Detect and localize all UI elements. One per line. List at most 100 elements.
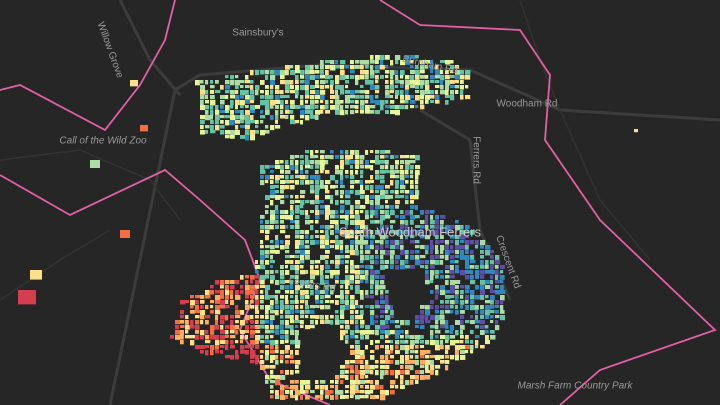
building <box>335 210 339 215</box>
building <box>285 245 290 249</box>
building <box>355 60 360 64</box>
building <box>295 310 300 314</box>
building <box>495 285 500 289</box>
building <box>440 335 446 340</box>
building <box>360 370 366 376</box>
building <box>240 340 244 344</box>
building <box>210 330 215 335</box>
building <box>410 255 415 260</box>
building <box>320 185 325 189</box>
building <box>385 245 390 249</box>
building <box>405 195 409 200</box>
building <box>370 290 374 294</box>
building <box>475 310 479 314</box>
building <box>250 355 255 359</box>
building <box>465 285 470 290</box>
building <box>300 300 305 304</box>
building <box>345 220 349 225</box>
building <box>375 100 381 106</box>
building <box>425 340 430 345</box>
building <box>305 115 310 121</box>
building <box>370 105 376 109</box>
building <box>220 325 224 330</box>
building <box>480 245 484 249</box>
building <box>220 100 225 105</box>
building <box>405 250 409 255</box>
building <box>320 225 325 229</box>
building <box>465 320 470 324</box>
building <box>365 90 370 95</box>
building <box>470 280 476 285</box>
building <box>320 315 325 320</box>
building <box>215 105 219 111</box>
building <box>310 175 316 180</box>
building <box>200 350 204 354</box>
building <box>475 295 481 300</box>
building <box>430 70 434 74</box>
building <box>500 290 506 294</box>
building <box>140 125 148 132</box>
building <box>270 245 275 250</box>
building <box>425 365 429 371</box>
building <box>405 85 410 90</box>
building <box>385 75 389 79</box>
building <box>365 390 371 395</box>
building <box>360 170 364 175</box>
building <box>210 100 216 106</box>
building <box>385 205 390 209</box>
building <box>265 260 270 265</box>
building <box>245 280 249 285</box>
building <box>400 220 405 225</box>
building <box>375 315 379 319</box>
place-label: Sainsbury's <box>232 28 283 39</box>
building <box>285 170 291 174</box>
building <box>350 230 354 235</box>
building <box>310 235 314 240</box>
building <box>350 385 356 391</box>
building <box>240 85 244 89</box>
building <box>290 165 295 171</box>
building <box>245 335 249 340</box>
building <box>340 220 346 224</box>
building <box>375 240 380 244</box>
building <box>340 160 345 166</box>
building <box>340 150 344 155</box>
building <box>385 190 389 195</box>
building <box>275 175 280 181</box>
building <box>365 250 371 254</box>
building <box>355 95 360 99</box>
building <box>370 205 374 210</box>
building <box>235 355 239 360</box>
building <box>200 125 204 130</box>
building <box>365 60 370 65</box>
building <box>390 205 395 210</box>
building <box>380 290 384 295</box>
building <box>275 345 279 350</box>
building <box>305 270 309 274</box>
building <box>350 310 354 314</box>
building <box>470 250 474 255</box>
building <box>285 325 291 329</box>
building <box>310 110 314 116</box>
building <box>320 300 324 304</box>
building <box>634 129 638 133</box>
building <box>420 245 425 250</box>
building <box>360 365 365 370</box>
building <box>410 200 414 204</box>
building <box>215 310 221 315</box>
building <box>435 320 439 325</box>
building <box>260 70 265 75</box>
building <box>375 275 380 279</box>
building <box>385 90 390 96</box>
building <box>230 110 235 115</box>
building <box>380 260 385 265</box>
building <box>230 130 236 136</box>
building <box>395 95 399 99</box>
building <box>290 300 295 304</box>
building <box>485 270 491 274</box>
building <box>305 380 311 385</box>
building <box>235 280 240 285</box>
building <box>340 305 346 311</box>
building <box>340 280 346 284</box>
building <box>205 350 209 356</box>
